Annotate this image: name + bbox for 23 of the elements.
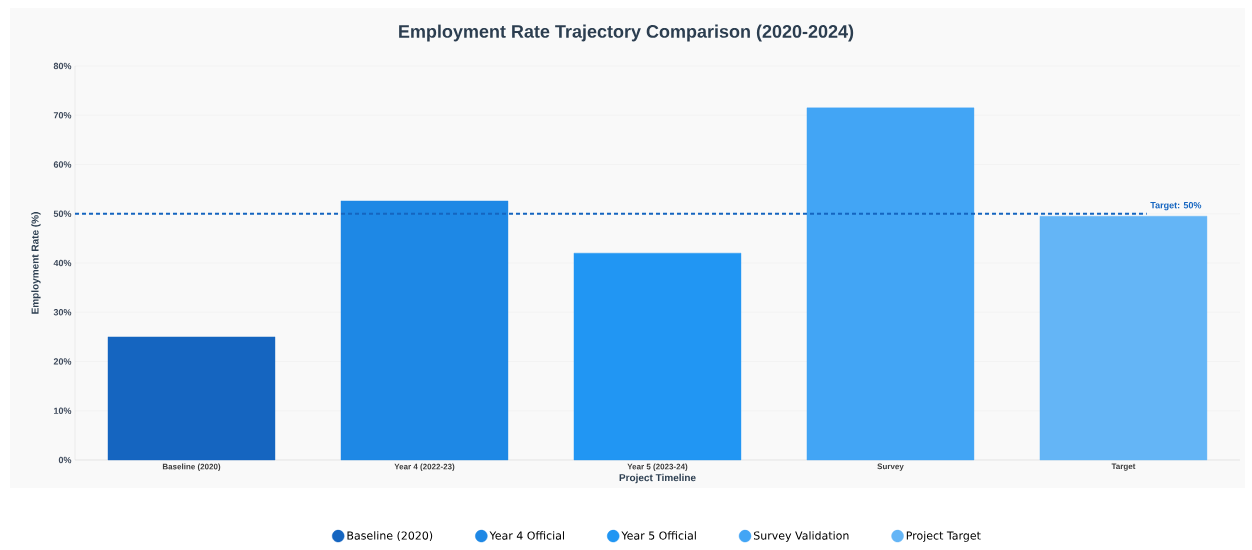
x-tick-label: Year 4 (2022-23) <box>394 463 455 471</box>
y-tick-label: 70% <box>53 112 72 119</box>
y-tick-label: 60% <box>53 161 72 168</box>
chart-title: Employment Rate Trajectory Comparison (2020-2024) <box>399 24 854 42</box>
x-tick-label: Year 5 (2023-24) <box>627 463 688 471</box>
y-tick-label: 40% <box>53 259 72 267</box>
x-tick-label: Baseline (2020) <box>162 463 221 471</box>
y-tick-label: 0% <box>58 456 72 464</box>
y-axis-title: Employment Rate (%) <box>31 212 41 314</box>
y-tick-label: 80% <box>53 62 72 70</box>
y-tick-label: 10% <box>54 407 72 414</box>
legend-label: Year 4 Official <box>489 531 564 540</box>
legend-label: Survey Validation <box>754 531 849 542</box>
x-axis-title: Project Timeline <box>619 473 696 484</box>
y-tick-label: 20% <box>53 358 72 365</box>
y-tick-label: 30% <box>53 309 72 316</box>
x-tick-label: Survey <box>877 463 904 471</box>
x-tick-label: Target <box>1111 463 1136 471</box>
legend-label: Baseline (2020) <box>347 531 433 541</box>
y-tick-label: 50% <box>53 210 72 217</box>
ref-line-label: Target: 50% <box>1150 202 1202 211</box>
legend-label: Year 5 Official <box>621 531 696 540</box>
legend-label: Project Target <box>906 531 981 542</box>
